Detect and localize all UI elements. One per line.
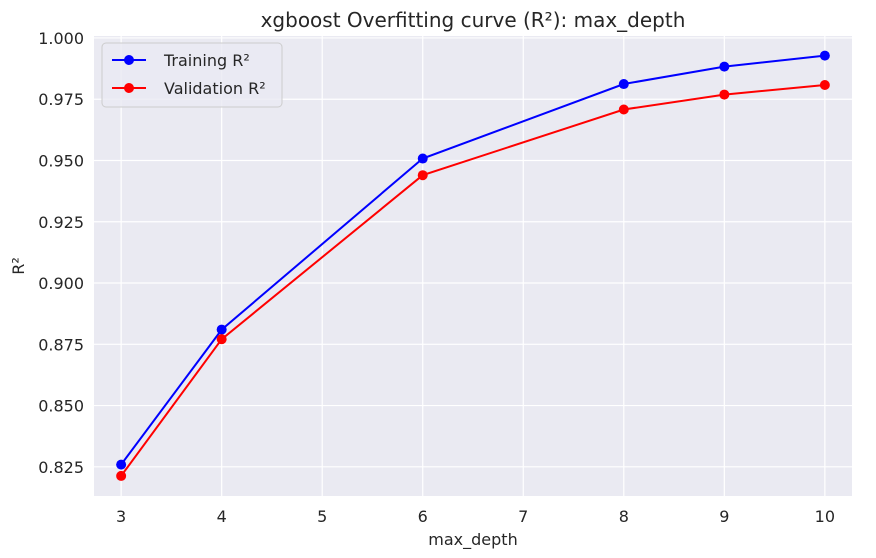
data-point-training: [719, 61, 730, 72]
x-tick-label: 10: [815, 507, 835, 526]
x-tick-labels: 3 4 5 6 7 8 9 10: [116, 507, 835, 526]
data-point-validation: [719, 89, 730, 100]
y-tick-label: 0.925: [38, 213, 84, 232]
y-tick-label: 0.875: [38, 335, 84, 354]
grid-lines: [94, 36, 852, 496]
legend-marker-validation: [124, 83, 134, 93]
y-tick-label: 0.825: [38, 458, 84, 477]
data-point-validation: [216, 334, 227, 345]
x-tick-label: 4: [217, 507, 227, 526]
y-tick-label: 0.850: [38, 397, 84, 416]
legend-label-training: Training R²: [163, 51, 250, 70]
data-point-training: [216, 324, 227, 335]
legend-label-validation: Validation R²: [164, 79, 266, 98]
series-line-validation: [120, 84, 825, 477]
plot-background: [94, 36, 852, 496]
data-series: [116, 50, 830, 481]
legend: Training R² Validation R²: [101, 42, 283, 108]
data-point-validation: [618, 104, 629, 115]
data-point-validation: [116, 470, 127, 481]
x-tick-label: 3: [116, 507, 126, 526]
x-tick-label: 8: [619, 507, 629, 526]
data-point-training: [618, 79, 629, 90]
y-tick-label: 1.000: [38, 29, 84, 48]
y-axis-label: R²: [9, 257, 28, 275]
legend-box: [101, 42, 283, 108]
series-line-training: [120, 54, 826, 466]
x-tick-label: 7: [518, 507, 528, 526]
data-point-training: [819, 50, 830, 61]
x-tick-label: 6: [418, 507, 428, 526]
data-point-training: [116, 459, 127, 470]
data-point-training: [417, 153, 428, 164]
chart-title: xgboost Overfitting curve (R²): max_dept…: [261, 8, 686, 32]
x-tick-label: 9: [719, 507, 729, 526]
x-tick-label: 5: [317, 507, 327, 526]
data-point-validation: [819, 80, 830, 91]
legend-marker-training: [124, 55, 134, 65]
y-tick-label: 0.950: [38, 151, 84, 170]
x-axis-label: max_depth: [428, 530, 517, 550]
y-tick-labels: 0.825 0.850 0.875 0.900 0.925 0.950 0.975 1.000: [38, 29, 84, 477]
y-tick-label: 0.900: [38, 274, 84, 293]
y-tick-label: 0.975: [38, 90, 84, 109]
data-point-validation: [417, 170, 428, 181]
